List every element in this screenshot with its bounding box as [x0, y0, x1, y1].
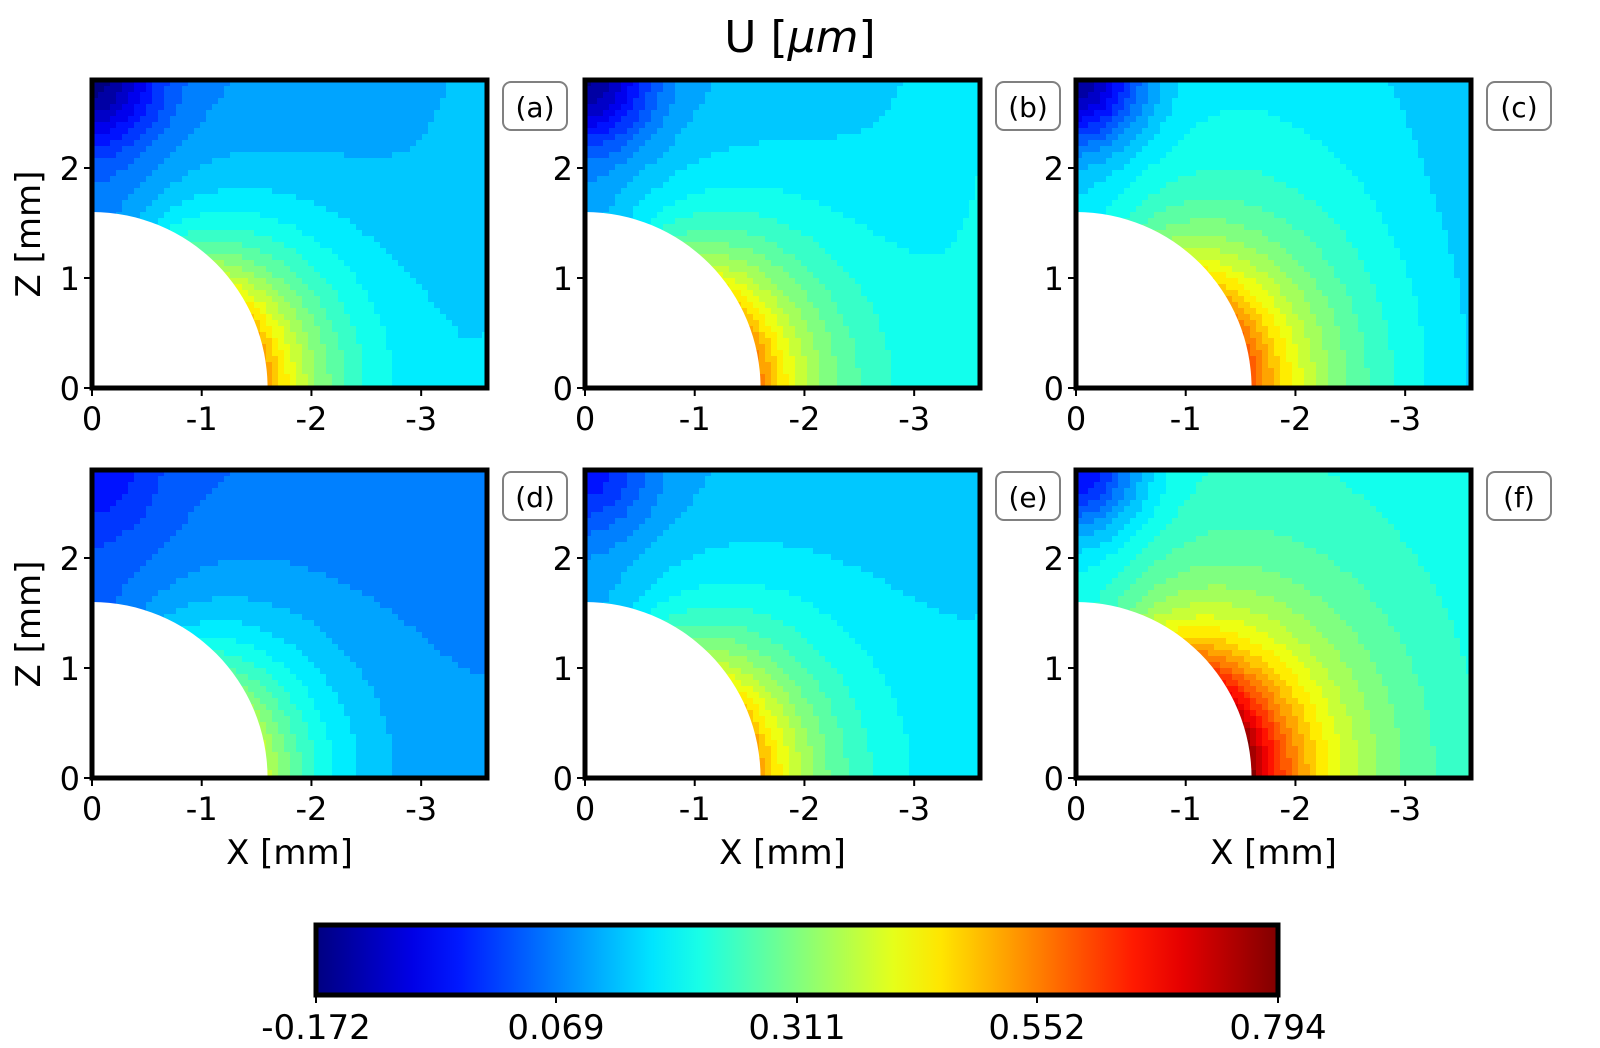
colorbar-tick-label: 0.552 [988, 1008, 1085, 1048]
x-tick-label: -3 [405, 790, 437, 828]
plot-frame [582, 467, 983, 781]
x-tick-label: 0 [575, 790, 595, 828]
x-tick-label: -2 [295, 790, 327, 828]
x-tick-label: -1 [1170, 400, 1202, 438]
panel-label: (a) [515, 91, 554, 124]
x-axis-label: X [mm] [719, 833, 846, 873]
colorbar: -0.172 0.069 0.311 0.552 0.794 [261, 922, 1327, 1048]
title-suffix: ] [859, 12, 876, 63]
title-unit: μm [787, 12, 859, 63]
panel-label-box [502, 81, 568, 131]
hole-region [1076, 212, 1252, 388]
panel-label-box [995, 81, 1061, 131]
x-tick-label: -2 [1279, 400, 1311, 438]
contour-field [92, 80, 487, 388]
x-tick-label: -1 [186, 400, 218, 438]
panel-label: (e) [1008, 481, 1047, 514]
x-tick-label: -3 [405, 400, 437, 438]
hole-region [585, 602, 761, 778]
y-axis-label: Z [mm] [9, 561, 49, 688]
x-tick-label: 0 [82, 790, 102, 828]
y-tick-label: 0 [60, 370, 80, 408]
hole-region [92, 212, 268, 388]
contour-field [585, 470, 980, 778]
panel-e: 0 -1 -2 -3 0 1 2 (e) X [mm] [553, 467, 1061, 873]
y-tick-label: 1 [1044, 260, 1064, 298]
x-tick-label: -2 [788, 790, 820, 828]
panel-b: 0 -1 -2 -3 0 1 2 (b) [553, 77, 1061, 438]
x-tick-label: -1 [186, 790, 218, 828]
y-tick-label: 0 [1044, 370, 1064, 408]
y-tick-label: 0 [60, 760, 80, 798]
plot-frame [89, 467, 490, 781]
x-tick-label: -3 [1389, 400, 1421, 438]
panel-label-box [1486, 81, 1552, 131]
contour-field [1076, 470, 1471, 778]
plot-frame [1073, 467, 1474, 781]
y-tick-label: 1 [553, 650, 573, 688]
figure-title: U [μm] [724, 12, 875, 63]
colorbar-tick-label: 0.311 [748, 1008, 845, 1048]
y-tick-label: 0 [1044, 760, 1064, 798]
y-tick-label: 2 [553, 150, 573, 188]
x-tick-label: -2 [788, 400, 820, 438]
x-tick-label: -2 [1279, 790, 1311, 828]
y-tick-label: 2 [60, 150, 80, 188]
contour-field [585, 80, 980, 388]
contour-field [1076, 80, 1471, 388]
panel-f: 0 -1 -2 -3 0 1 2 (f) X [mm] [1044, 467, 1552, 873]
title-prefix: U [ [724, 12, 787, 63]
plot-frame [89, 77, 490, 391]
x-tick-label: 0 [1066, 400, 1086, 438]
x-tick-label: -1 [679, 400, 711, 438]
x-tick-label: 0 [1066, 790, 1086, 828]
x-tick-label: -3 [1389, 790, 1421, 828]
x-tick-label: 0 [575, 400, 595, 438]
y-tick-label: 2 [60, 540, 80, 578]
panel-a: 0 -1 -2 -3 0 1 2 (a) Z [mm] [9, 77, 568, 438]
y-tick-label: 1 [553, 260, 573, 298]
x-axis-label: X [mm] [1210, 833, 1337, 873]
y-tick-label: 2 [1044, 150, 1064, 188]
y-axis-label: Z [mm] [9, 171, 49, 298]
colorbar-tick-label: -0.172 [261, 1008, 371, 1048]
y-tick-label: 0 [553, 760, 573, 798]
panel-c: 0 -1 -2 -3 0 1 2 (c) [1044, 77, 1552, 438]
x-tick-label: 0 [82, 400, 102, 438]
panel-label-box [1486, 471, 1552, 521]
panel-label-box [995, 471, 1061, 521]
x-tick-label: -3 [898, 790, 930, 828]
y-tick-label: 1 [60, 650, 80, 688]
panel-label: (f) [1503, 481, 1535, 514]
y-tick-label: 2 [1044, 540, 1064, 578]
x-axis-label: X [mm] [226, 833, 353, 873]
panel-label: (b) [1008, 91, 1048, 124]
x-tick-label: -3 [898, 400, 930, 438]
x-tick-label: -1 [679, 790, 711, 828]
panel-label: (d) [515, 481, 555, 514]
y-tick-label: 0 [553, 370, 573, 408]
hole-region [1076, 602, 1252, 778]
colorbar-tick-label: 0.069 [507, 1008, 604, 1048]
plot-frame [1073, 77, 1474, 391]
colorbar-gradient [316, 925, 1278, 995]
colorbar-tick-label: 0.794 [1229, 1008, 1326, 1048]
y-tick-label: 2 [553, 540, 573, 578]
hole-region [92, 602, 268, 778]
x-tick-label: -2 [295, 400, 327, 438]
y-tick-label: 1 [1044, 650, 1064, 688]
hole-region [585, 212, 761, 388]
plot-frame [582, 77, 983, 391]
panel-label-box [502, 471, 568, 521]
panel-label: (c) [1500, 91, 1537, 124]
panel-d: 0 -1 -2 -3 0 1 2 (d) Z [mm] X [mm] [9, 467, 568, 873]
contour-field [92, 470, 487, 778]
x-tick-label: -1 [1170, 790, 1202, 828]
y-tick-label: 1 [60, 260, 80, 298]
